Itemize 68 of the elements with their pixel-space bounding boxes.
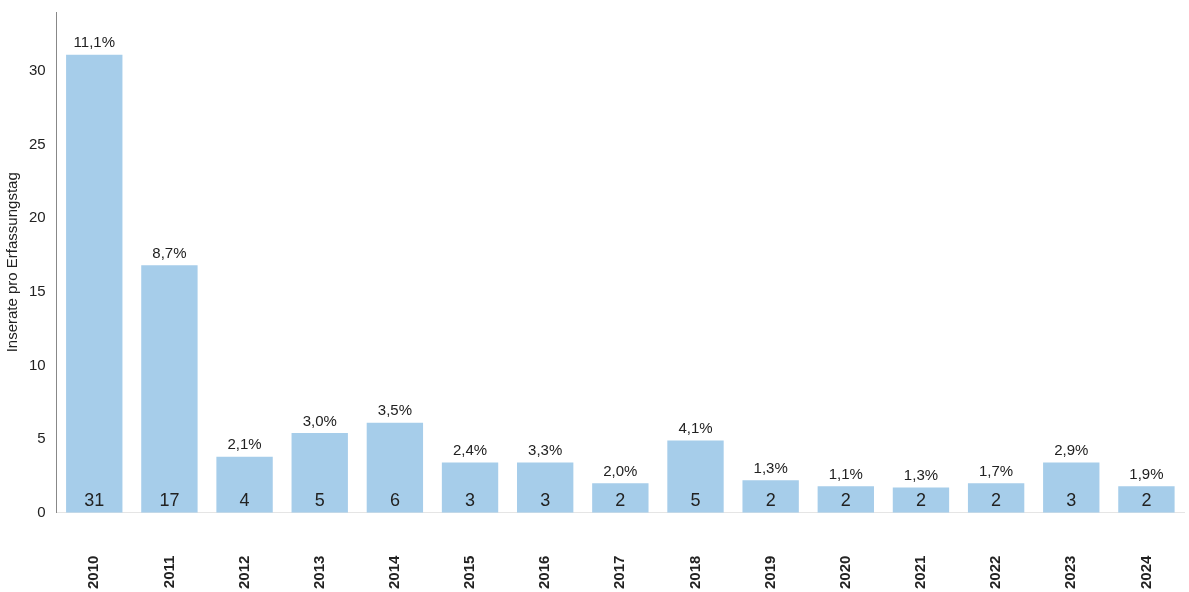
x-tick-label: 2023	[1061, 555, 1079, 590]
x-tick-label: 2011	[159, 555, 177, 589]
y-tick-label: 15	[29, 281, 46, 299]
data-label: 2	[840, 489, 851, 510]
y-tick-label: 30	[29, 61, 46, 79]
annotation: 3,0%	[302, 411, 337, 429]
bar	[1043, 462, 1100, 513]
annotation: 2,0%	[603, 461, 638, 479]
x-tick-label: 2021	[911, 555, 929, 590]
annotation: 2,9%	[1054, 441, 1089, 459]
bar	[892, 487, 950, 513]
bar	[742, 480, 799, 513]
x-tick-label: 2012	[234, 555, 252, 590]
y-tick-label: 5	[37, 429, 46, 447]
data-label: 5	[314, 489, 325, 510]
data-label: 6	[389, 489, 400, 510]
x-tick-label: 2016	[535, 555, 553, 590]
bar	[141, 265, 198, 513]
bar	[667, 440, 724, 513]
data-label: 3	[540, 489, 551, 510]
bar	[517, 462, 574, 513]
annotation: 3,3%	[528, 441, 563, 459]
annotation: 1,3%	[903, 466, 939, 484]
annotation: 1,1%	[828, 464, 863, 482]
x-tick-label: 2018	[685, 555, 703, 590]
data-label: 3	[1066, 489, 1077, 510]
y-tick-label: 10	[29, 355, 46, 373]
bar	[366, 422, 424, 513]
y-tick-label: 25	[29, 134, 46, 152]
data-label: 5	[690, 489, 701, 510]
bar	[967, 483, 1025, 513]
data-label: 4	[239, 489, 250, 510]
data-label: 2	[1141, 489, 1152, 510]
x-tick-label: 2010	[84, 555, 102, 590]
annotation: 2,1%	[227, 435, 262, 453]
annotation: 3,5%	[377, 401, 412, 419]
data-label: 17	[159, 489, 180, 510]
x-tick-label: 2017	[610, 555, 628, 590]
x-tick-label: 2014	[385, 554, 403, 590]
bar	[592, 483, 649, 513]
x-tick-label: 2013	[309, 555, 327, 590]
x-tick-label: 2022	[986, 555, 1004, 590]
x-tick-label: 2024	[1136, 554, 1154, 590]
data-label: 31	[84, 489, 105, 510]
data-label: 3	[465, 489, 476, 510]
x-tick-label: 2020	[835, 555, 853, 590]
x-tick-label: 2019	[760, 555, 778, 590]
annotation: 4,1%	[678, 419, 713, 437]
y-tick-label: 0	[37, 502, 46, 520]
bar	[216, 456, 273, 513]
x-tick-label: 2015	[460, 555, 478, 590]
bar	[1118, 486, 1175, 513]
y-tick-label: 20	[29, 208, 46, 226]
y-axis-title: Inserate pro Erfassungstag	[3, 172, 21, 353]
data-label: 2	[915, 489, 926, 510]
data-label: 2	[765, 489, 776, 510]
data-label: 2	[615, 489, 626, 510]
annotation: 1,3%	[753, 458, 788, 476]
bar	[817, 486, 874, 513]
data-label: 2	[991, 489, 1002, 510]
bar	[291, 433, 348, 513]
annotation: 2,4%	[452, 441, 488, 459]
annotation: 1,7%	[979, 461, 1014, 479]
bar	[66, 54, 123, 513]
annotation: 11,1%	[73, 33, 115, 51]
annotation: 1,9%	[1129, 464, 1164, 482]
annotation: 8,7%	[152, 243, 187, 261]
bar	[441, 462, 499, 513]
